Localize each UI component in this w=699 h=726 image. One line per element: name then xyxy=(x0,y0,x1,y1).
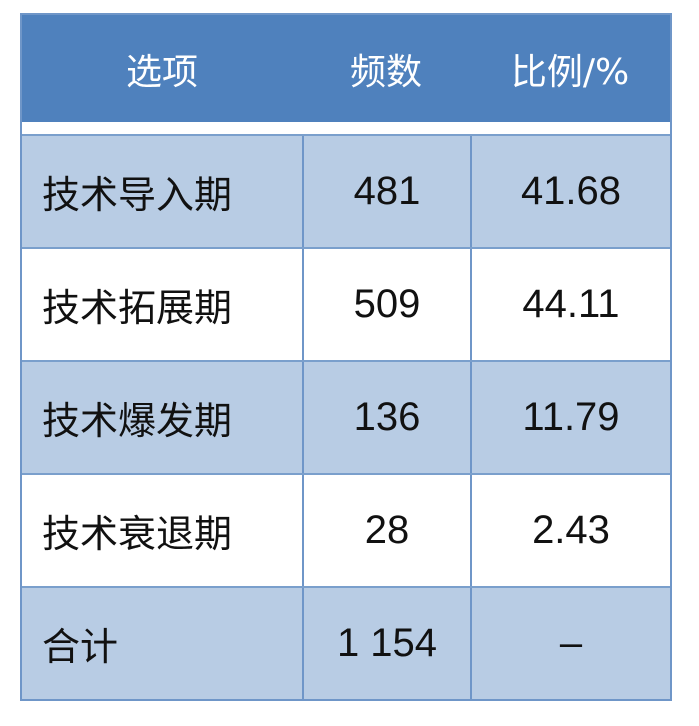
cell-ratio: 2.43 xyxy=(470,475,670,586)
cell-option: 技术拓展期 xyxy=(42,286,233,330)
cell-option: 技术导入期 xyxy=(42,173,233,217)
table-row: 技术拓展期 509 44.11 xyxy=(22,247,670,360)
header-ratio: 比例/% xyxy=(510,51,630,93)
table-row-total: 合计 1 154 – xyxy=(22,586,670,699)
header-option: 选项 xyxy=(125,51,198,93)
cell-option: 技术衰退期 xyxy=(42,512,233,556)
table-header: 选项 频数 比例/% xyxy=(22,15,670,134)
header-frequency: 频数 xyxy=(349,51,422,93)
cell-frequency: 1 154 xyxy=(302,588,470,699)
cell-ratio: 44.11 xyxy=(470,249,670,360)
cell-frequency: 509 xyxy=(302,249,470,360)
table-row: 技术爆发期 136 11.79 xyxy=(22,360,670,473)
cell-ratio: 41.68 xyxy=(470,136,670,247)
cell-frequency: 28 xyxy=(302,475,470,586)
data-table: 选项 频数 比例/% 技术导入期 481 41.68 技术拓展期 509 44.… xyxy=(20,13,672,701)
table-row: 技术衰退期 28 2.43 xyxy=(22,473,670,586)
cell-frequency: 136 xyxy=(302,362,470,473)
cell-option: 技术爆发期 xyxy=(42,399,233,443)
table-row: 技术导入期 481 41.68 xyxy=(22,134,670,247)
cell-ratio: – xyxy=(470,588,670,699)
cell-option: 合计 xyxy=(42,625,119,669)
cell-frequency: 481 xyxy=(302,136,470,247)
cell-ratio: 11.79 xyxy=(470,362,670,473)
